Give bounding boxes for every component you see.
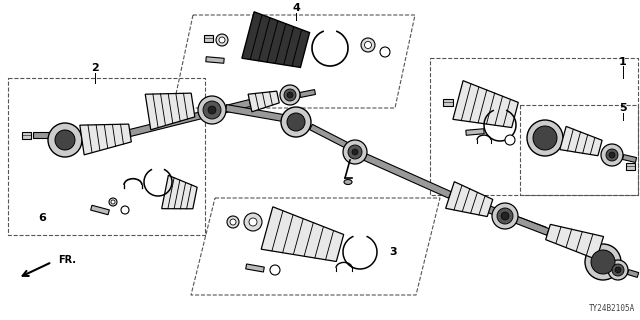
Polygon shape xyxy=(91,205,109,215)
Circle shape xyxy=(244,213,262,231)
Circle shape xyxy=(608,260,628,280)
Circle shape xyxy=(287,92,293,98)
Polygon shape xyxy=(300,90,316,98)
Polygon shape xyxy=(80,124,131,155)
Ellipse shape xyxy=(344,180,352,185)
Circle shape xyxy=(601,144,623,166)
Text: 4: 4 xyxy=(292,3,300,13)
Circle shape xyxy=(216,34,228,46)
Circle shape xyxy=(343,140,367,164)
Circle shape xyxy=(609,152,615,158)
Circle shape xyxy=(48,123,82,157)
Polygon shape xyxy=(129,100,251,136)
Circle shape xyxy=(612,264,624,276)
Circle shape xyxy=(591,250,615,274)
Polygon shape xyxy=(453,81,518,128)
Circle shape xyxy=(606,149,618,161)
Circle shape xyxy=(219,37,225,43)
Polygon shape xyxy=(517,217,546,233)
Circle shape xyxy=(280,85,300,105)
Circle shape xyxy=(198,96,226,124)
Polygon shape xyxy=(242,12,310,68)
Polygon shape xyxy=(261,207,344,261)
Polygon shape xyxy=(546,224,604,260)
Text: 3: 3 xyxy=(389,247,397,257)
Circle shape xyxy=(497,208,513,224)
Polygon shape xyxy=(627,270,639,277)
Circle shape xyxy=(270,265,280,275)
Polygon shape xyxy=(560,126,602,156)
Circle shape xyxy=(208,106,216,114)
Polygon shape xyxy=(248,91,279,112)
Circle shape xyxy=(352,149,358,155)
Circle shape xyxy=(585,244,621,280)
Polygon shape xyxy=(246,264,264,272)
Polygon shape xyxy=(623,155,637,163)
Text: 5: 5 xyxy=(619,103,627,113)
Polygon shape xyxy=(364,154,451,198)
Circle shape xyxy=(380,47,390,57)
Polygon shape xyxy=(33,132,52,138)
Polygon shape xyxy=(451,192,549,235)
Text: FR.: FR. xyxy=(58,255,76,265)
Bar xyxy=(625,163,634,170)
Circle shape xyxy=(492,203,518,229)
Polygon shape xyxy=(162,175,197,209)
Circle shape xyxy=(249,218,257,226)
Circle shape xyxy=(284,89,296,101)
Polygon shape xyxy=(445,182,493,217)
Circle shape xyxy=(203,101,221,119)
Polygon shape xyxy=(547,229,596,258)
Text: 1: 1 xyxy=(619,57,627,67)
Circle shape xyxy=(55,130,75,150)
Polygon shape xyxy=(145,93,195,130)
Polygon shape xyxy=(466,129,484,135)
Circle shape xyxy=(121,206,129,214)
Circle shape xyxy=(287,113,305,131)
Bar xyxy=(204,35,212,42)
Polygon shape xyxy=(310,124,349,149)
Bar xyxy=(22,132,31,139)
Circle shape xyxy=(109,198,117,206)
Circle shape xyxy=(348,145,362,159)
Circle shape xyxy=(361,38,375,52)
Bar xyxy=(443,99,453,106)
Polygon shape xyxy=(225,105,284,122)
Circle shape xyxy=(533,126,557,150)
Text: 2: 2 xyxy=(91,63,99,73)
Circle shape xyxy=(365,42,371,49)
Circle shape xyxy=(501,212,509,220)
Circle shape xyxy=(615,267,621,273)
Circle shape xyxy=(227,216,239,228)
Circle shape xyxy=(527,120,563,156)
Circle shape xyxy=(111,200,115,204)
Text: TY24B2105A: TY24B2105A xyxy=(589,304,635,313)
Circle shape xyxy=(281,107,311,137)
Text: 6: 6 xyxy=(38,213,46,223)
Polygon shape xyxy=(206,57,224,63)
Circle shape xyxy=(505,135,515,145)
Circle shape xyxy=(230,219,236,225)
